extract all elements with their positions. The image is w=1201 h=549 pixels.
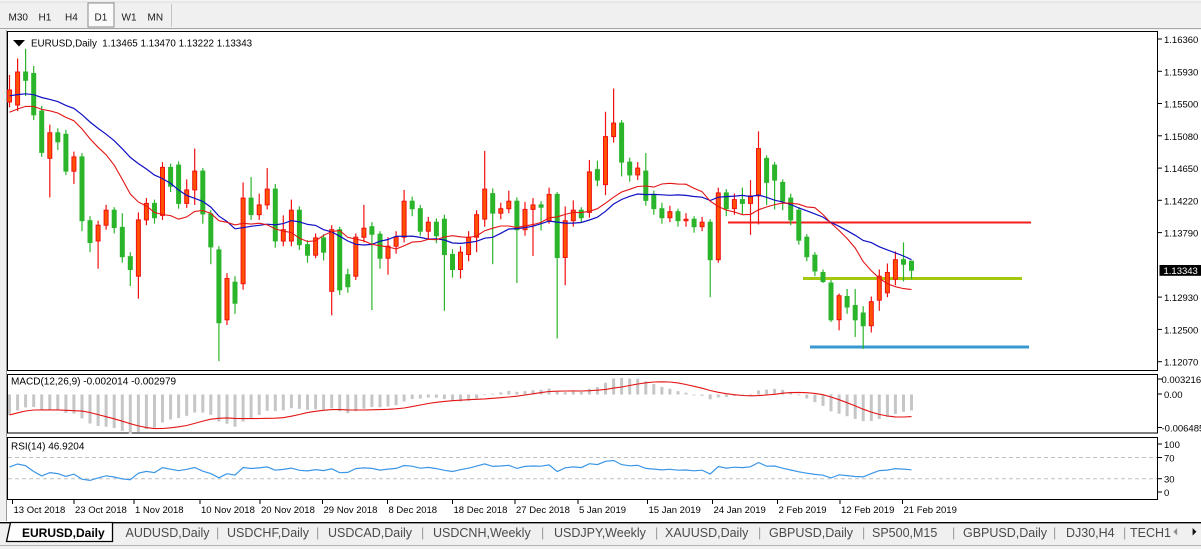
svg-text:1.16360: 1.16360 (1164, 35, 1198, 46)
svg-text:1.12930: 1.12930 (1164, 293, 1198, 304)
svg-text:23 Oct 2018: 23 Oct 2018 (75, 505, 127, 516)
svg-text:W1: W1 (122, 13, 137, 24)
svg-text:USDCNH,Weekly: USDCNH,Weekly (433, 526, 531, 540)
svg-text:DJ30,H4: DJ30,H4 (1066, 526, 1115, 540)
svg-text:70: 70 (1164, 454, 1175, 465)
svg-text:|: | (541, 526, 544, 540)
svg-text:EURUSD,Daily 1.13465 1.13470: EURUSD,Daily 1.13465 1.13470 1.13222 1.1… (31, 39, 253, 50)
svg-text:|: | (758, 526, 761, 540)
svg-text:MACD(12,26,9) -0.002014 -0.002: MACD(12,26,9) -0.002014 -0.002979 (11, 377, 177, 388)
svg-text:GBPUSD,Daily: GBPUSD,Daily (769, 526, 854, 540)
svg-text:0.003216: 0.003216 (1162, 375, 1201, 386)
svg-text:13 Oct 2018: 13 Oct 2018 (14, 505, 66, 516)
svg-text:GBPUSD,Daily: GBPUSD,Daily (963, 526, 1048, 540)
svg-text:D1: D1 (95, 13, 108, 24)
svg-text:EURUSD,Daily: EURUSD,Daily (22, 526, 105, 540)
svg-text:|: | (952, 526, 955, 540)
svg-text:USDCHF,Daily: USDCHF,Daily (227, 526, 310, 540)
svg-text:1.15930: 1.15930 (1164, 67, 1198, 78)
svg-text:21 Feb 2019: 21 Feb 2019 (904, 505, 957, 516)
svg-text:|: | (316, 526, 319, 540)
svg-text:24 Jan 2019: 24 Jan 2019 (714, 505, 766, 516)
svg-text:USDJPY,Weekly: USDJPY,Weekly (554, 526, 647, 540)
svg-text:20 Nov 2018: 20 Nov 2018 (261, 505, 315, 516)
svg-text:H1: H1 (39, 13, 52, 24)
svg-text:5 Jan 2019: 5 Jan 2019 (579, 505, 626, 516)
svg-text:1.15080: 1.15080 (1164, 132, 1198, 143)
svg-text:H4: H4 (65, 13, 78, 24)
svg-text:30: 30 (1164, 475, 1175, 486)
svg-text:AUDUSD,Daily: AUDUSD,Daily (126, 526, 211, 540)
svg-text:15 Jan 2019: 15 Jan 2019 (649, 505, 701, 516)
svg-text:29 Nov 2018: 29 Nov 2018 (324, 505, 378, 516)
svg-text:1.13790: 1.13790 (1164, 229, 1198, 240)
svg-text:TECH1: TECH1 (1130, 526, 1171, 540)
svg-text:|: | (421, 526, 424, 540)
svg-text:12 Feb 2019: 12 Feb 2019 (841, 505, 894, 516)
svg-text:1.13343: 1.13343 (1164, 266, 1198, 277)
svg-text:1.14650: 1.14650 (1164, 164, 1198, 175)
svg-text:|: | (216, 526, 219, 540)
svg-text:XAUUSD,Daily: XAUUSD,Daily (665, 526, 749, 540)
svg-text:27 Dec 2018: 27 Dec 2018 (516, 505, 570, 516)
svg-text:SP500,M15: SP500,M15 (872, 526, 937, 540)
svg-text:RSI(14) 46.9204: RSI(14) 46.9204 (11, 442, 85, 453)
svg-text:0: 0 (1164, 488, 1169, 499)
svg-text:100: 100 (1164, 440, 1180, 451)
svg-text:10 Nov 2018: 10 Nov 2018 (201, 505, 255, 516)
svg-text:1.12500: 1.12500 (1164, 325, 1198, 336)
svg-text:|: | (862, 526, 865, 540)
svg-text:|: | (655, 526, 658, 540)
svg-text:|: | (1053, 526, 1056, 540)
svg-text:1 Nov 2018: 1 Nov 2018 (135, 505, 184, 516)
svg-text:M30: M30 (9, 13, 29, 24)
svg-text:2 Feb 2019: 2 Feb 2019 (779, 505, 827, 516)
svg-text:18 Dec 2018: 18 Dec 2018 (454, 505, 508, 516)
svg-text:1.15500: 1.15500 (1164, 100, 1198, 111)
svg-text:|: | (1123, 526, 1126, 540)
svg-text:USDCAD,Daily: USDCAD,Daily (328, 526, 413, 540)
svg-text:-0.006485: -0.006485 (1162, 424, 1201, 435)
svg-text:MN: MN (148, 13, 164, 24)
svg-text:1.14220: 1.14220 (1164, 196, 1198, 207)
svg-text:1.12070: 1.12070 (1164, 358, 1198, 369)
svg-text:0.00: 0.00 (1164, 390, 1183, 401)
svg-text:8 Dec 2018: 8 Dec 2018 (389, 505, 438, 516)
